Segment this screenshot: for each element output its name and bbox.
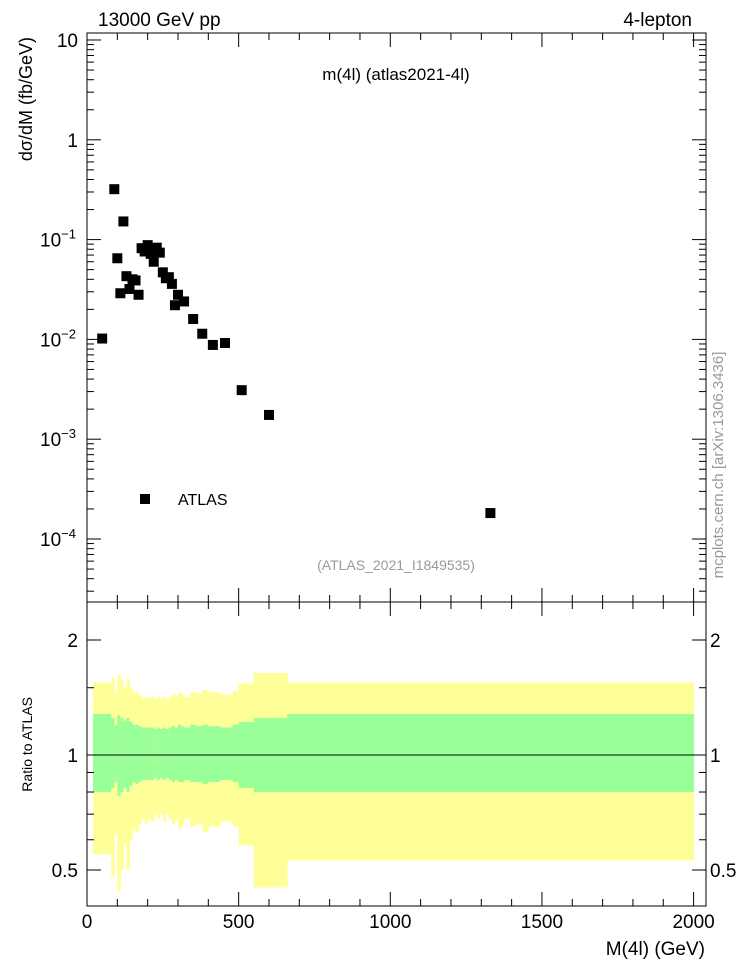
data-point (485, 508, 496, 519)
side-credit-label: mcplots.cern.ch [arXiv:1306.3436] (710, 352, 727, 579)
inner-band-bin (174, 727, 179, 781)
legend-label: ATLAS (178, 492, 228, 509)
main-chart-subtitle: (ATLAS_2021_I1849535) (317, 557, 475, 573)
data-point (97, 333, 108, 344)
ratio-y-tick-label-right: 2 (710, 631, 721, 652)
data-point (188, 314, 199, 325)
ratio-plot-frame (86, 601, 707, 907)
ratio-y-tick-label-left: 0.5 (52, 861, 78, 882)
data-point (142, 240, 153, 251)
data-point (109, 184, 120, 195)
inner-band-bin (184, 727, 191, 781)
inner-band-bin (144, 727, 149, 781)
main-y-tick-label: 10−1 (40, 227, 76, 252)
inner-band-bin (181, 726, 185, 782)
data-point (263, 409, 274, 420)
header-energy-label: 13000 GeV pp (98, 10, 221, 31)
main-y-axis: 10 1 10−1 10−2 10−3 10−4 (40, 31, 706, 592)
ratio-plot-panel: 0.5 0.5 1 1 2 2 Ratio to ATLAS (19, 601, 737, 907)
x-tick-label: 2000 (672, 912, 714, 933)
inner-band-bin (138, 726, 143, 782)
legend-marker (140, 494, 150, 504)
main-y-tick-label: 10−4 (40, 526, 76, 551)
inner-band-bin (147, 727, 152, 781)
inner-band-bin (114, 724, 118, 782)
inner-band-bin (220, 727, 234, 781)
data-point (236, 385, 247, 396)
data-point (154, 247, 165, 258)
x-tick-label: 0 (82, 912, 93, 933)
main-y-tick-label: 10−2 (40, 326, 76, 351)
inner-band-bin (287, 714, 695, 793)
ratio-y-axis: 0.5 0.5 1 1 2 2 (52, 631, 737, 882)
inner-band-bin (202, 724, 209, 784)
data-point (166, 278, 177, 289)
inner-band-bin (208, 726, 221, 782)
main-plot-frame (86, 32, 707, 603)
inner-band-bin (190, 724, 197, 782)
ratio-y-tick-label-right: 1 (710, 746, 721, 767)
inner-band-bin (196, 726, 203, 782)
data-point (163, 272, 174, 283)
inner-band-bin (156, 727, 161, 781)
main-y-tick-label: 10 (57, 31, 78, 52)
data-point (115, 288, 126, 299)
ratio-y-tick-label-left: 1 (67, 746, 78, 767)
inner-band-bin (141, 727, 146, 781)
data-point (118, 216, 129, 227)
inner-band-bin (177, 724, 182, 782)
data-point (207, 339, 218, 350)
inner-band-bin (117, 715, 121, 797)
header-process-label: 4-lepton (623, 10, 692, 31)
inner-band-bin (93, 714, 112, 793)
x-tick-label: 1500 (521, 912, 563, 933)
main-chart-title: m(4l) (atlas2021-4l) (322, 65, 469, 84)
inner-band-bin (165, 728, 170, 779)
inner-band-bin (159, 728, 164, 779)
inner-band-bin (129, 722, 133, 786)
data-point (220, 338, 231, 349)
data-point (112, 253, 123, 264)
inner-band-bin (111, 717, 115, 788)
data-point (172, 289, 183, 300)
data-point (139, 246, 150, 257)
data-point (130, 275, 141, 286)
inner-band-bin (171, 726, 176, 782)
ratio-uncertainty-bands (93, 672, 695, 892)
inner-band-bin (232, 724, 240, 782)
ratio-y-tick-label-left: 2 (67, 631, 78, 652)
main-y-tick-label: 1 (67, 131, 78, 152)
data-point (145, 248, 156, 259)
x-tick-label: 500 (223, 912, 255, 933)
inner-band-bin (162, 727, 167, 781)
inner-band-bin (168, 727, 173, 781)
data-point (121, 271, 132, 282)
data-point (197, 328, 208, 339)
inner-band-bin (132, 724, 137, 782)
inner-band-bin (153, 728, 158, 779)
data-point (133, 289, 144, 300)
ratio-y-axis-label: Ratio to ATLAS (19, 697, 35, 792)
x-axis-label: M(4l) (GeV) (606, 939, 705, 960)
x-tick-label: 1000 (369, 912, 411, 933)
data-point (124, 283, 135, 294)
inner-band-bin (123, 720, 127, 788)
legend: ATLAS (140, 492, 228, 509)
main-data-series (97, 184, 496, 519)
data-point (157, 267, 168, 278)
main-y-axis-label: dσ/dM (fb/GeV) (16, 37, 36, 161)
data-point (169, 300, 180, 311)
ratio-y-tick-label-right: 0.5 (710, 861, 736, 882)
x-axis: 0 500 1000 1500 2000 (82, 33, 715, 933)
data-point (148, 256, 159, 267)
inner-band-bin (150, 727, 155, 781)
data-point (179, 296, 190, 307)
main-y-tick-label: 10−3 (40, 426, 76, 451)
main-plot-panel: 10 1 10−1 10−2 10−3 10−4 m(4l) (atlas2021-4l)… (16, 31, 707, 603)
inner-band-bin (135, 724, 140, 784)
